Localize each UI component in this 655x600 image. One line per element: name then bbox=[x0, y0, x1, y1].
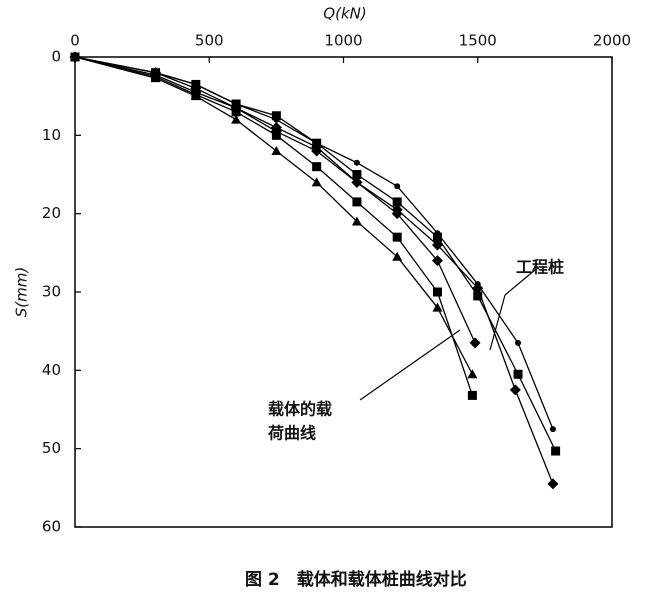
x-tick-label: 1500 bbox=[459, 32, 497, 50]
y-tick-label: 40 bbox=[42, 361, 61, 379]
series-line bbox=[74, 56, 557, 452]
marker bbox=[392, 251, 403, 261]
annotation: 载体的载 bbox=[268, 400, 332, 419]
marker bbox=[271, 111, 281, 121]
y-tick-label: 30 bbox=[42, 283, 61, 301]
marker bbox=[467, 390, 477, 400]
marker bbox=[351, 216, 362, 226]
marker bbox=[473, 291, 483, 301]
marker bbox=[190, 82, 202, 94]
marker bbox=[392, 197, 402, 207]
marker bbox=[69, 51, 81, 63]
marker bbox=[351, 176, 363, 188]
marker bbox=[391, 204, 403, 216]
marker bbox=[432, 232, 442, 242]
plot-frame bbox=[74, 56, 613, 528]
marker bbox=[431, 255, 443, 267]
marker bbox=[353, 159, 360, 166]
caption: 图 2 载体和载体桩曲线对比 bbox=[245, 569, 467, 590]
marker bbox=[549, 426, 556, 433]
y-tick-label: 0 bbox=[51, 48, 61, 66]
marker bbox=[513, 369, 523, 379]
y-tick-label: 20 bbox=[42, 204, 61, 222]
marker bbox=[271, 146, 282, 155]
marker bbox=[352, 170, 362, 179]
y-tick-label: 50 bbox=[42, 439, 61, 457]
marker bbox=[515, 339, 522, 346]
leader-line bbox=[359, 329, 461, 401]
marker bbox=[472, 282, 484, 294]
series-line bbox=[74, 56, 554, 430]
annotation: 荷曲线 bbox=[268, 424, 316, 443]
marker bbox=[312, 162, 322, 172]
marker bbox=[432, 287, 442, 297]
series-line bbox=[74, 56, 473, 396]
annotation: 工程桩 bbox=[516, 258, 564, 277]
marker bbox=[311, 141, 323, 153]
marker bbox=[231, 114, 242, 124]
marker bbox=[431, 239, 443, 251]
marker bbox=[150, 67, 162, 79]
x-tick-label: 0 bbox=[70, 32, 80, 50]
marker bbox=[467, 369, 478, 379]
marker bbox=[551, 446, 561, 456]
marker bbox=[270, 122, 282, 133]
x-tick-label: 2000 bbox=[593, 32, 631, 50]
leader-line bbox=[504, 269, 536, 296]
x-tick-label: 500 bbox=[195, 32, 224, 50]
x-axis-label: Q(kN) bbox=[323, 5, 366, 23]
marker bbox=[392, 232, 402, 242]
series-line bbox=[74, 56, 554, 485]
x-tick-label: 1000 bbox=[324, 32, 362, 50]
marker bbox=[230, 102, 242, 114]
marker bbox=[352, 197, 362, 207]
marker bbox=[509, 384, 521, 396]
y-axis-label: S(mm) bbox=[13, 267, 31, 317]
marker bbox=[311, 177, 322, 187]
series-line bbox=[74, 56, 476, 344]
y-tick-label: 60 bbox=[42, 518, 61, 536]
marker bbox=[469, 337, 481, 349]
series-line bbox=[74, 56, 473, 375]
marker bbox=[432, 302, 443, 312]
marker bbox=[547, 478, 559, 490]
y-tick-label: 10 bbox=[42, 126, 61, 144]
marker bbox=[394, 183, 401, 190]
leader-line bbox=[489, 294, 506, 351]
